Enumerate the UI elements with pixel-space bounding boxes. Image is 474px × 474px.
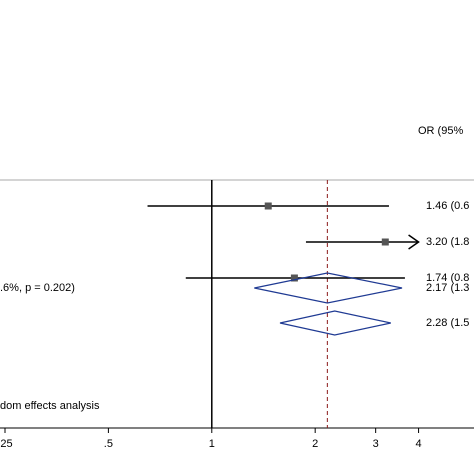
- ci-arrow: [408, 234, 420, 250]
- point-estimate: [290, 274, 298, 282]
- study-label: 3.20 (1.8: [426, 236, 469, 248]
- x-tick-label: 2: [312, 438, 318, 450]
- study-label: 1.74 (0.8: [426, 272, 469, 284]
- pooled-label: 2.28 (1.5: [426, 317, 469, 329]
- x-tick-label: 3: [373, 438, 379, 450]
- pooled-diamond: [254, 272, 403, 304]
- heterogeneity-note: .6%, p = 0.202): [0, 282, 75, 294]
- x-tick-label: .25: [0, 438, 13, 450]
- column-header: OR (95%: [418, 125, 463, 137]
- x-tick-label: 1: [209, 438, 215, 450]
- x-tick-label: 4: [416, 438, 422, 450]
- study-label: 1.46 (0.6: [426, 200, 469, 212]
- pooled-label: 2.17 (1.3: [426, 282, 469, 294]
- point-estimate: [381, 238, 389, 246]
- x-tick-label: .5: [104, 438, 113, 450]
- pooled-diamond: [279, 310, 391, 336]
- footnote: dom effects analysis: [0, 400, 100, 412]
- point-estimate: [264, 202, 272, 210]
